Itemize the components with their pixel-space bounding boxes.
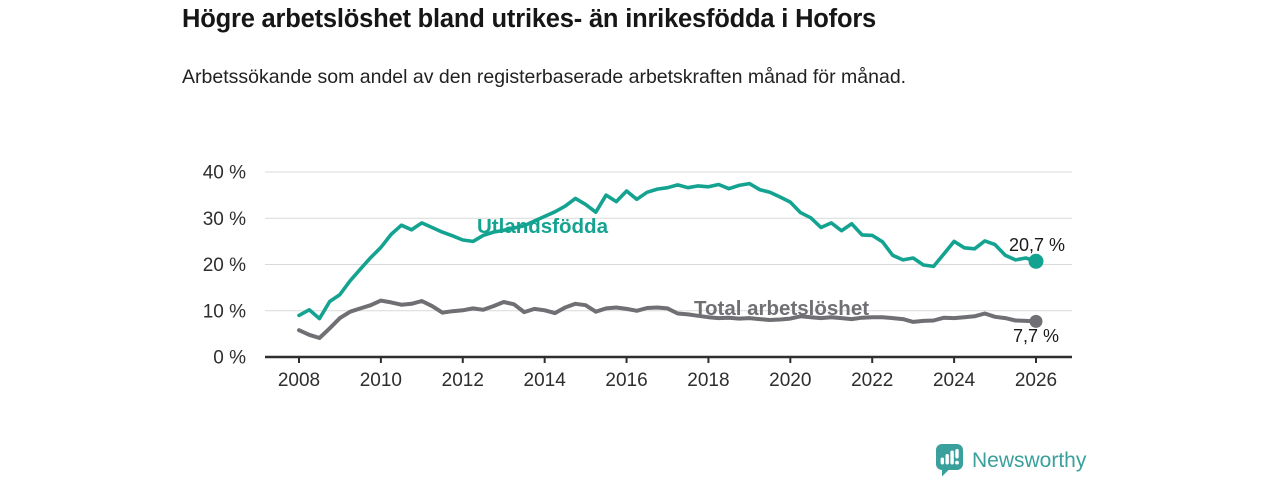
x-axis-label: 2026	[1015, 370, 1057, 391]
y-axis-label: 10 %	[203, 301, 246, 322]
x-axis-label: 2012	[442, 370, 484, 391]
x-axis-label: 2010	[360, 370, 402, 391]
y-axis-label: 0 %	[213, 348, 246, 369]
logo-bar-small	[940, 457, 944, 465]
x-axis-label: 2016	[605, 370, 647, 391]
series-end-dot	[1029, 314, 1043, 328]
y-axis-label: 20 %	[203, 255, 246, 276]
series-label: Utlandsfödda	[477, 215, 609, 238]
logo-bubble-shape	[936, 444, 963, 477]
logo-exclamation-dot	[955, 460, 959, 465]
x-axis-label: 2018	[687, 370, 729, 391]
x-axis-label: 2008	[278, 370, 320, 391]
newsworthy-logo-icon	[936, 444, 963, 477]
x-axis-label: 2022	[851, 370, 893, 391]
y-axis-label: 30 %	[203, 209, 246, 230]
series-label: Total arbetslöshet	[694, 297, 869, 320]
chart-subtitle: Arbetssökande som andel av den registerb…	[182, 66, 907, 88]
logo-bar-medium	[945, 454, 949, 465]
series-line-total-arbetsloshet	[297, 298, 1038, 340]
series-line-utlandsfodda	[297, 181, 1038, 321]
newsworthy-logo: Newsworthy	[936, 444, 1086, 477]
logo-bar-tall	[950, 450, 954, 465]
series-end-value: 7,7 %	[1013, 326, 1059, 346]
series-end-dot	[1028, 253, 1044, 269]
y-axis-label: 40 %	[203, 163, 246, 184]
x-axis-label: 2024	[933, 370, 976, 391]
chart-title: Högre arbetslöshet bland utrikes- än inr…	[182, 5, 877, 33]
logo-exclamation-bar	[955, 449, 959, 459]
x-axis-label: 2014	[524, 370, 567, 391]
series-end-value: 20,7 %	[1009, 235, 1065, 255]
newsworthy-logo-text: Newsworthy	[972, 449, 1087, 472]
x-axis-label: 2020	[769, 370, 811, 391]
